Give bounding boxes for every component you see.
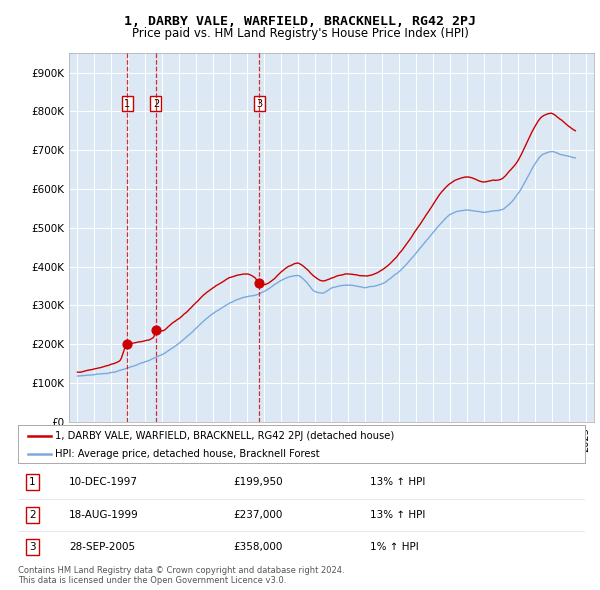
Point [122, 339, 132, 349]
Text: 1% ↑ HPI: 1% ↑ HPI [370, 542, 418, 552]
Text: This data is licensed under the Open Government Licence v3.0.: This data is licensed under the Open Gov… [18, 576, 286, 585]
Point [254, 278, 264, 287]
Text: 28-SEP-2005: 28-SEP-2005 [69, 542, 135, 552]
Text: £358,000: £358,000 [233, 542, 283, 552]
Text: 2: 2 [153, 99, 159, 109]
Text: 13% ↑ HPI: 13% ↑ HPI [370, 510, 425, 520]
Text: Price paid vs. HM Land Registry's House Price Index (HPI): Price paid vs. HM Land Registry's House … [131, 27, 469, 40]
Text: 1, DARBY VALE, WARFIELD, BRACKNELL, RG42 2PJ: 1, DARBY VALE, WARFIELD, BRACKNELL, RG42… [124, 15, 476, 28]
Point [151, 325, 161, 335]
Text: 2: 2 [29, 510, 35, 520]
Text: 13% ↑ HPI: 13% ↑ HPI [370, 477, 425, 487]
Text: 3: 3 [29, 542, 35, 552]
Text: £199,950: £199,950 [233, 477, 283, 487]
Text: 1: 1 [124, 99, 130, 109]
Text: £237,000: £237,000 [233, 510, 283, 520]
Text: 1, DARBY VALE, WARFIELD, BRACKNELL, RG42 2PJ (detached house): 1, DARBY VALE, WARFIELD, BRACKNELL, RG42… [55, 431, 394, 441]
Text: 18-AUG-1999: 18-AUG-1999 [69, 510, 139, 520]
Text: 1: 1 [29, 477, 35, 487]
Text: HPI: Average price, detached house, Bracknell Forest: HPI: Average price, detached house, Brac… [55, 448, 319, 458]
Text: 3: 3 [256, 99, 262, 109]
Text: 10-DEC-1997: 10-DEC-1997 [69, 477, 138, 487]
Text: Contains HM Land Registry data © Crown copyright and database right 2024.: Contains HM Land Registry data © Crown c… [18, 566, 344, 575]
